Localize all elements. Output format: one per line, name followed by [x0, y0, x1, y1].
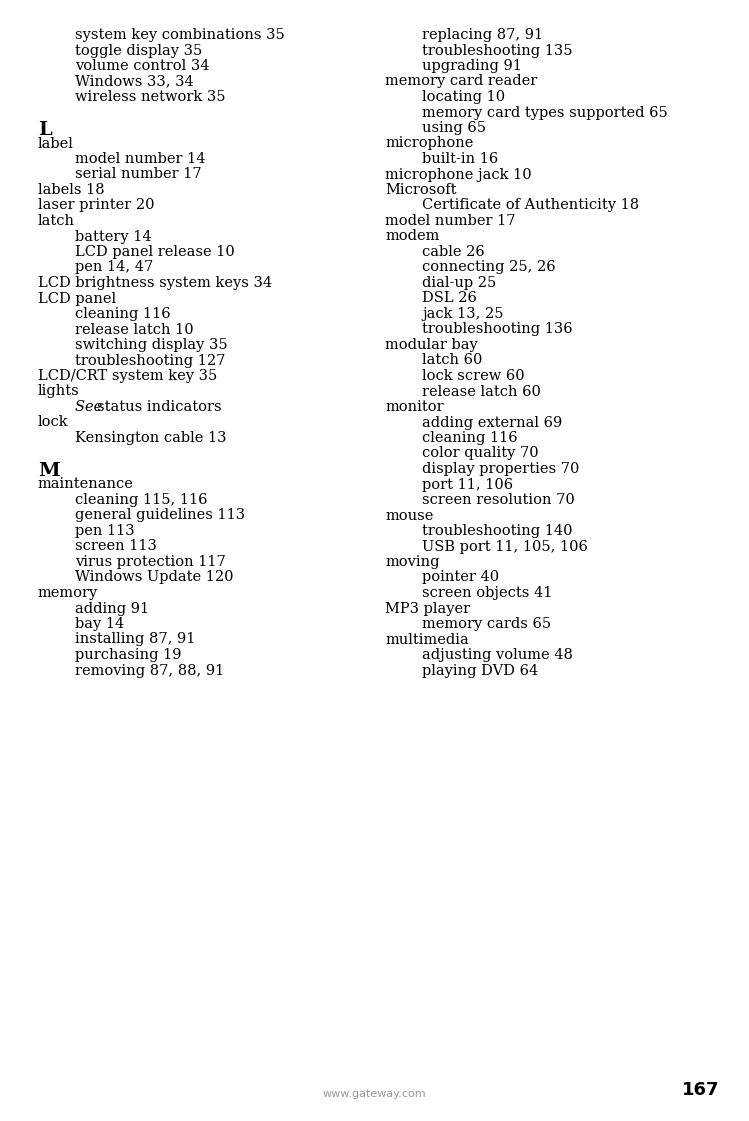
Text: locating 10: locating 10 [422, 90, 505, 104]
Text: latch: latch [38, 214, 75, 228]
Text: model number 14: model number 14 [75, 152, 205, 166]
Text: modem: modem [385, 230, 440, 243]
Text: lock: lock [38, 416, 69, 429]
Text: cleaning 116: cleaning 116 [75, 307, 171, 321]
Text: label: label [38, 137, 74, 150]
Text: LCD brightness system keys 34: LCD brightness system keys 34 [38, 276, 272, 290]
Text: pointer 40: pointer 40 [422, 571, 499, 584]
Text: modular bay: modular bay [385, 339, 478, 352]
Text: Certificate of Authenticity 18: Certificate of Authenticity 18 [422, 198, 639, 213]
Text: cable 26: cable 26 [422, 245, 485, 259]
Text: jack 13, 25: jack 13, 25 [422, 307, 503, 321]
Text: volume control 34: volume control 34 [75, 59, 210, 73]
Text: troubleshooting 136: troubleshooting 136 [422, 323, 573, 336]
Text: LCD/CRT system key 35: LCD/CRT system key 35 [38, 369, 217, 383]
Text: monitor: monitor [385, 400, 443, 414]
Text: purchasing 19: purchasing 19 [75, 648, 181, 663]
Text: laser printer 20: laser printer 20 [38, 198, 154, 213]
Text: latch 60: latch 60 [422, 353, 482, 368]
Text: troubleshooting 135: troubleshooting 135 [422, 44, 572, 57]
Text: memory cards 65: memory cards 65 [422, 617, 551, 631]
Text: memory card types supported 65: memory card types supported 65 [422, 105, 668, 120]
Text: multimedia: multimedia [385, 632, 469, 647]
Text: serial number 17: serial number 17 [75, 167, 201, 182]
Text: screen 113: screen 113 [75, 539, 157, 554]
Text: playing DVD 64: playing DVD 64 [422, 664, 539, 677]
Text: Windows Update 120: Windows Update 120 [75, 571, 234, 584]
Text: lights: lights [38, 385, 79, 398]
Text: dial-up 25: dial-up 25 [422, 276, 497, 290]
Text: lock screw 60: lock screw 60 [422, 369, 524, 383]
Text: bay 14: bay 14 [75, 617, 124, 631]
Text: color quality 70: color quality 70 [422, 446, 539, 461]
Text: www.gateway.com: www.gateway.com [323, 1088, 426, 1099]
Text: See: See [75, 400, 107, 414]
Text: installing 87, 91: installing 87, 91 [75, 632, 195, 647]
Text: MP3 player: MP3 player [385, 602, 470, 615]
Text: replacing 87, 91: replacing 87, 91 [422, 28, 543, 41]
Text: adjusting volume 48: adjusting volume 48 [422, 648, 573, 663]
Text: switching display 35: switching display 35 [75, 339, 228, 352]
Text: memory: memory [38, 586, 98, 600]
Text: maintenance: maintenance [38, 478, 134, 491]
Text: using 65: using 65 [422, 121, 486, 135]
Text: general guidelines 113: general guidelines 113 [75, 509, 245, 522]
Text: Microsoft: Microsoft [385, 183, 456, 197]
Text: upgrading 91: upgrading 91 [422, 59, 522, 73]
Text: troubleshooting 127: troubleshooting 127 [75, 353, 225, 368]
Text: adding 91: adding 91 [75, 602, 149, 615]
Text: pen 113: pen 113 [75, 524, 135, 538]
Text: toggle display 35: toggle display 35 [75, 44, 202, 57]
Text: cleaning 115, 116: cleaning 115, 116 [75, 493, 207, 507]
Text: removing 87, 88, 91: removing 87, 88, 91 [75, 664, 224, 677]
Text: display properties 70: display properties 70 [422, 462, 580, 476]
Text: release latch 60: release latch 60 [422, 385, 541, 398]
Text: mouse: mouse [385, 509, 434, 522]
Text: microphone: microphone [385, 137, 473, 150]
Text: troubleshooting 140: troubleshooting 140 [422, 524, 572, 538]
Text: adding external 69: adding external 69 [422, 416, 562, 429]
Text: USB port 11, 105, 106: USB port 11, 105, 106 [422, 539, 588, 554]
Text: built-in 16: built-in 16 [422, 152, 498, 166]
Text: LCD panel: LCD panel [38, 291, 116, 306]
Text: connecting 25, 26: connecting 25, 26 [422, 260, 556, 275]
Text: virus protection 117: virus protection 117 [75, 555, 225, 569]
Text: 167: 167 [682, 1081, 719, 1099]
Text: port 11, 106: port 11, 106 [422, 478, 513, 491]
Text: system key combinations 35: system key combinations 35 [75, 28, 285, 41]
Text: Windows 33, 34: Windows 33, 34 [75, 74, 194, 89]
Text: wireless network 35: wireless network 35 [75, 90, 225, 104]
Text: memory card reader: memory card reader [385, 74, 537, 89]
Text: M: M [38, 462, 60, 480]
Text: microphone jack 10: microphone jack 10 [385, 167, 532, 182]
Text: DSL 26: DSL 26 [422, 291, 477, 306]
Text: release latch 10: release latch 10 [75, 323, 194, 336]
Text: model number 17: model number 17 [385, 214, 515, 228]
Text: screen resolution 70: screen resolution 70 [422, 493, 574, 507]
Text: LCD panel release 10: LCD panel release 10 [75, 245, 234, 259]
Text: battery 14: battery 14 [75, 230, 151, 243]
Text: labels 18: labels 18 [38, 183, 105, 197]
Text: L: L [38, 121, 52, 139]
Text: moving: moving [385, 555, 440, 569]
Text: pen 14, 47: pen 14, 47 [75, 260, 154, 275]
Text: cleaning 116: cleaning 116 [422, 430, 518, 445]
Text: status indicators: status indicators [97, 400, 222, 414]
Text: screen objects 41: screen objects 41 [422, 586, 552, 600]
Text: Kensington cable 13: Kensington cable 13 [75, 430, 226, 445]
